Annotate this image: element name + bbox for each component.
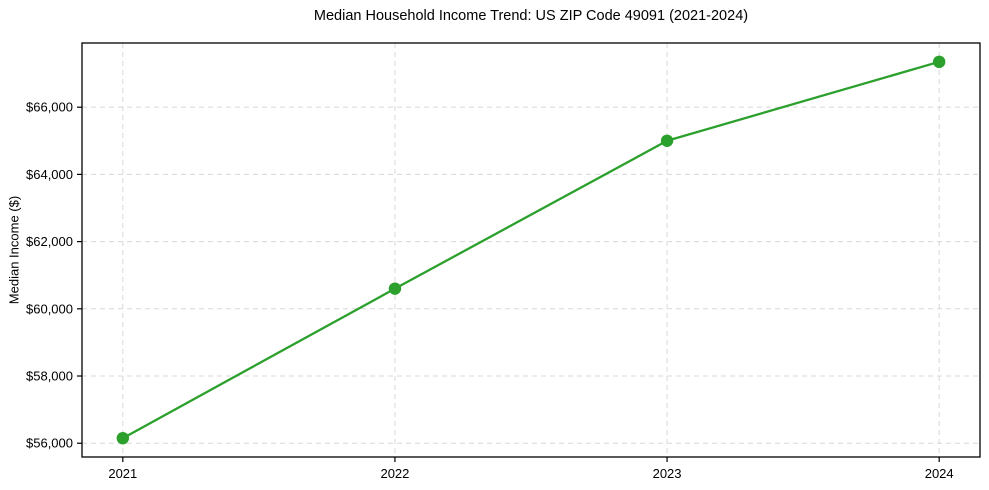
data-point-2022 (388, 282, 402, 295)
y-tick-label: $60,000 (26, 301, 73, 316)
data-point-2024 (932, 55, 946, 69)
y-tick-label: $62,000 (26, 234, 73, 249)
chart-title: Median Household Income Trend: US ZIP Co… (313, 8, 749, 24)
trend-line (121, 60, 941, 440)
x-tick-label: 2022 (380, 466, 409, 481)
x-tick-label: 2021 (108, 466, 137, 481)
y-tick-label: $64,000 (26, 167, 73, 182)
data-point-2023 (660, 134, 674, 147)
y-tick-label: $58,000 (26, 369, 73, 384)
x-tick-label: 2023 (653, 466, 682, 481)
y-tick-label: $66,000 (26, 100, 73, 115)
plot-frame (81, 42, 981, 458)
y-tick-label: $56,000 (26, 436, 73, 451)
y-axis-label: Median Income ($) (6, 195, 22, 305)
x-tick-label: 2024 (925, 466, 954, 481)
data-point-2021 (116, 431, 130, 445)
